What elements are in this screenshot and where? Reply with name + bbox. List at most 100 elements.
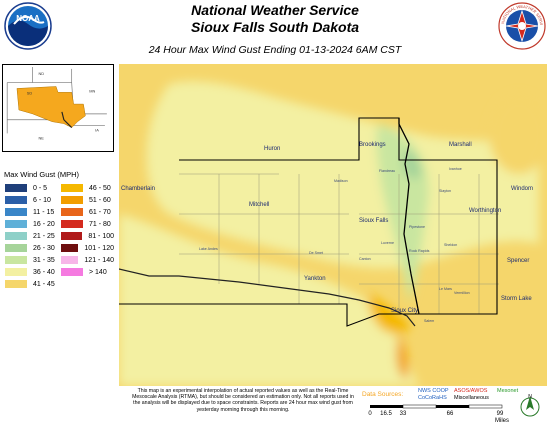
legend-item: 6 - 10 [2,195,58,205]
city-label: Sheldon [444,243,457,247]
scale-tick-4: 99 [497,411,504,417]
county-boundaries [179,173,499,314]
legend-item: 101 - 120 [58,243,114,253]
legend-swatch [61,244,79,252]
north-arrow-icon: N [520,394,540,417]
city-label: Madison [334,179,348,183]
gust-contours [119,81,547,386]
disclaimer-text: This map is an experimental interpolatio… [132,388,354,413]
legend-swatch [61,184,83,192]
legend-item: 71 - 80 [58,219,114,229]
legend-item: 81 - 100 [58,231,114,241]
map-title: National Weather Service Sioux Falls Sou… [120,2,430,36]
scale-unit: Miles [495,418,509,424]
data-sources-title: Data Sources: [362,391,404,398]
north-arrow-label: N [528,394,532,400]
gust-field-36-40-north [146,81,539,269]
legend-item: 61 - 70 [58,207,114,217]
gust-field-36-40-south [119,214,419,386]
data-sources: Data Sources: NWS COOP ASOS/AWOS Mesonet… [362,388,522,404]
source-asos-awos: ASOS/AWOS [454,388,488,394]
city-label: Sioux Falls [359,218,388,224]
locator-inset-map: ND MN SD NE IA [2,64,114,152]
city-label: Salem [424,319,434,323]
legend-label: 81 - 100 [88,232,114,240]
legend-label: 6 - 10 [33,196,51,204]
legend-item: 0 - 5 [2,183,58,193]
cwa-boundary [119,117,498,327]
legend-swatch [5,280,27,288]
legend-item: 46 - 50 [58,183,114,193]
legend-label: 71 - 80 [89,220,111,228]
legend-label: 16 - 20 [33,220,55,228]
city-label: Pipestone [409,225,425,229]
legend-label: 51 - 60 [89,196,111,204]
scale-tick-3: 66 [447,411,454,417]
city-label: Rock Rapids [409,249,430,253]
legend-swatch [61,196,83,204]
city-label: Chamberlain [121,186,155,192]
city-label: Ivanhoe [449,167,462,171]
legend-label: > 140 [89,268,107,276]
legend-label: 0 - 5 [33,184,48,192]
wind-gust-map: Huron Brookings Marshall Chamberlain Mitchel… [119,64,547,386]
legend-swatch [5,208,27,216]
inset-label-mn: MN [89,88,95,93]
legend-item: 121 - 140 [58,255,114,265]
legend-item: 51 - 60 [58,195,114,205]
legend-grid: 0 - 5 46 - 50 6 - 10 51 - 60 11 - 15 61 - 70 1… [2,183,114,289]
city-label: Sioux City [391,308,418,314]
legend-item: 31 - 35 [2,255,58,265]
gust-field-41-45-east [489,94,547,174]
inset-label-nd: ND [38,71,44,76]
map-subtitle: 24 Hour Max Wind Gust Ending 01-13-2024 … [148,44,402,56]
city-labels: Huron Brookings Marshall Chamberlain Mitchel… [121,142,533,323]
legend-swatch [5,256,27,264]
legend-swatch [61,268,83,276]
legend-label: 101 - 120 [84,244,114,252]
city-label: Storm Lake [501,296,532,302]
legend-label: 121 - 140 [84,256,114,264]
noaa-logo: NOAA [4,2,52,50]
legend-label: 11 - 15 [33,208,55,216]
legend-label: 26 - 30 [33,244,55,252]
legend-item: 36 - 40 [2,267,58,277]
legend-swatch [5,244,27,252]
legend-swatch [5,220,27,228]
title-line-2: Sioux Falls South Dakota [190,19,360,35]
city-label: Vermillion [454,291,470,295]
legend-swatch [61,208,83,216]
inset-label-ne: NE [38,135,44,140]
scale-bar-segments [370,404,503,409]
scale-tick-1: 16.5 [380,411,392,417]
legend-label: 41 - 45 [33,280,55,288]
legend-swatch [61,256,79,264]
legend-item: 41 - 45 [2,279,58,289]
legend-label: 21 - 25 [33,232,55,240]
city-label: Flandreau [379,169,395,173]
legend-item: > 140 [58,267,114,277]
scale-tick-0: 0 [368,411,372,417]
city-label: De Smet [309,251,323,255]
noaa-logo-text: NOAA [16,14,40,23]
inset-label-sd: SD [27,90,33,95]
city-label: Yankton [304,276,326,282]
legend-item: 26 - 30 [2,243,58,253]
legend-item: 21 - 25 [2,231,58,241]
legend-label: 61 - 70 [89,208,111,216]
legend-swatch [5,196,27,204]
city-label: Canton [359,257,371,261]
legend-label: 36 - 40 [33,268,55,276]
nws-logo: NATIONAL WEATHER SERVICE [498,2,546,50]
title-line-1: National Weather Service [191,2,359,18]
source-nws-coop: NWS COOP [418,388,449,394]
scale-tick-2: 33 [400,411,407,417]
missouri-river [119,268,416,327]
city-label: Mitchell [249,202,269,208]
city-label: Le Mars [439,287,452,291]
wind-gust-legend: Max Wind Gust (MPH) 0 - 5 46 - 50 6 - 10 51… [2,170,114,289]
legend-swatch [5,232,27,240]
source-cocorahs: CoCoRaHS [418,395,447,401]
city-label: Brookings [359,142,386,148]
legend-item: 16 - 20 [2,219,58,229]
